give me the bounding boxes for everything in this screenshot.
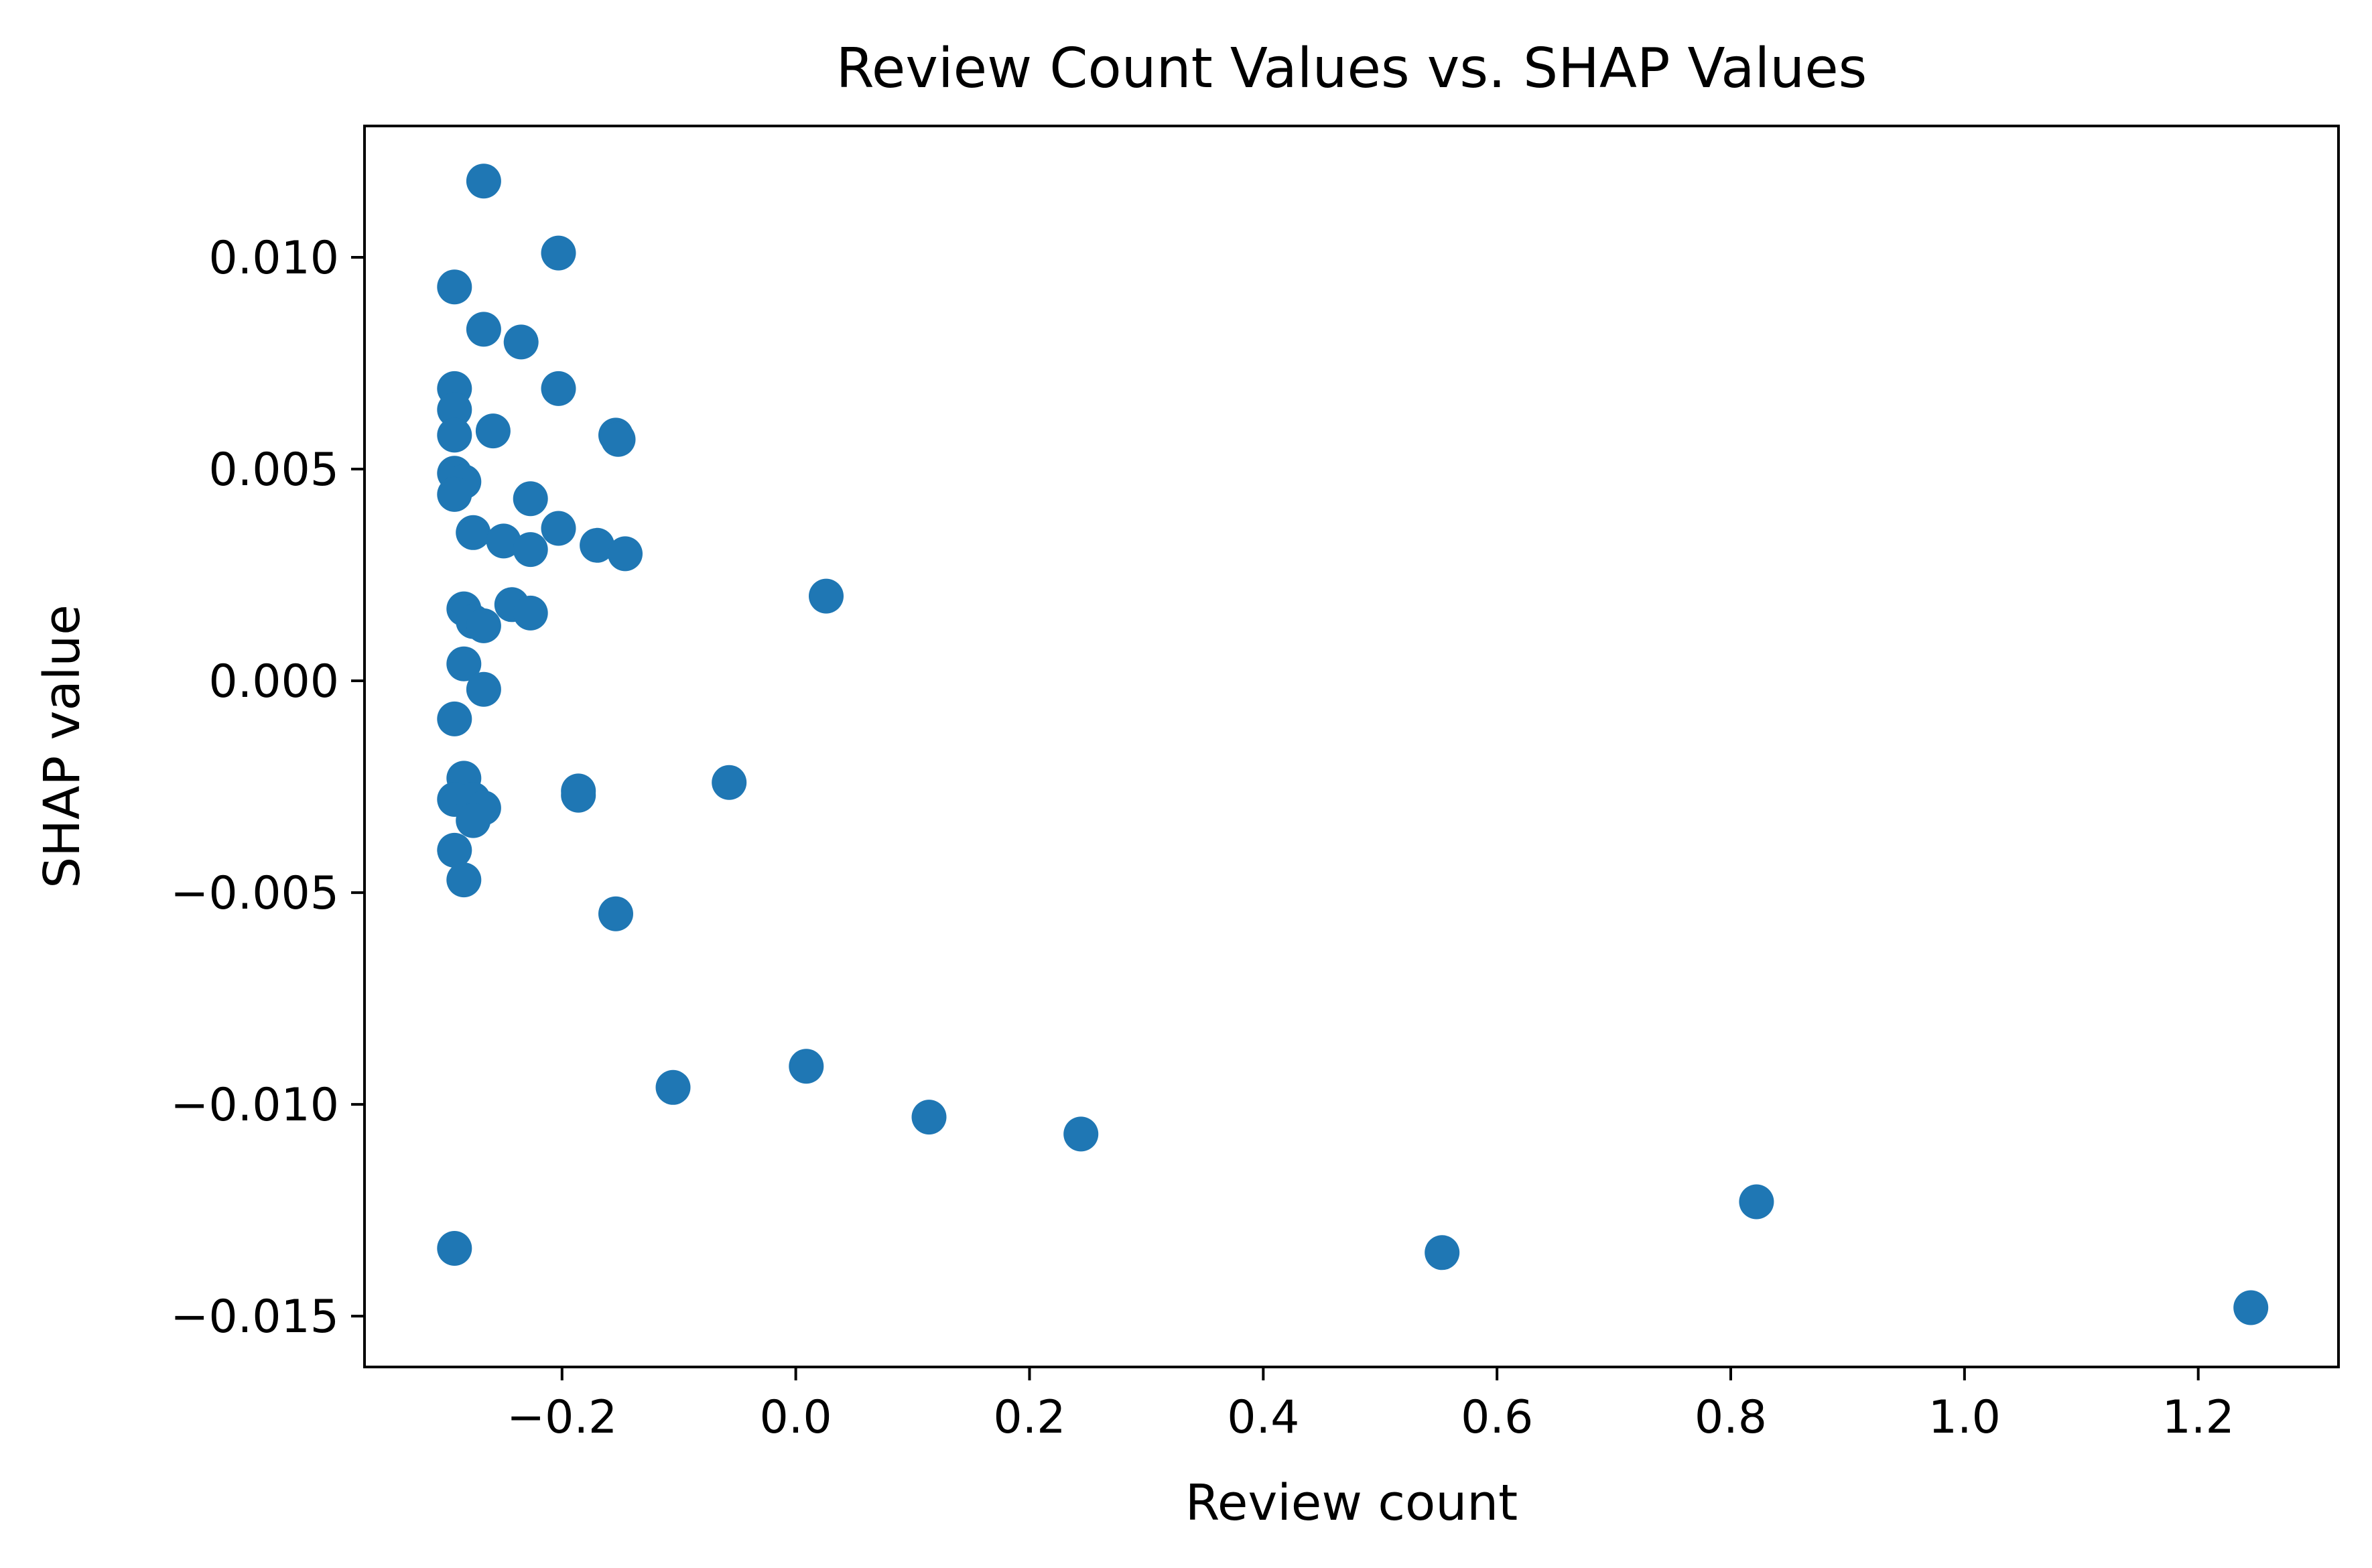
data-point-48: [1739, 1184, 1774, 1220]
data-point-39: [437, 832, 472, 868]
y-tick-label: 0.010: [208, 232, 339, 285]
data-point-41: [598, 896, 633, 931]
data-point-29: [466, 671, 501, 707]
data-point-28: [446, 646, 482, 681]
data-point-44: [911, 1100, 947, 1135]
data-point-16: [456, 515, 491, 550]
data-point-45: [1063, 1116, 1099, 1152]
data-point-46: [437, 1231, 472, 1266]
data-point-43: [789, 1049, 824, 1084]
x-tick-label: 0.8: [1695, 1391, 1767, 1444]
x-tick-label: 0.6: [1461, 1391, 1533, 1444]
data-point-1: [541, 235, 576, 271]
y-tick-label: −0.010: [170, 1079, 339, 1132]
plot-frame: [363, 125, 2340, 1368]
data-point-30: [437, 701, 472, 736]
y-tick-label: −0.005: [170, 867, 339, 920]
data-point-14: [437, 476, 472, 512]
data-point-49: [2233, 1290, 2269, 1325]
x-tick-label: 1.0: [1928, 1391, 2001, 1444]
data-point-47: [1425, 1235, 1460, 1270]
x-tick-label: 0.0: [760, 1391, 832, 1444]
data-point-35: [456, 803, 491, 838]
data-point-19: [513, 532, 548, 568]
data-point-3: [466, 312, 501, 347]
y-tick-label: 0.000: [208, 655, 339, 708]
data-points: [437, 164, 2269, 1325]
y-tick-label: 0.005: [208, 444, 339, 497]
data-point-37: [561, 777, 596, 813]
data-point-2: [437, 269, 472, 305]
data-point-18: [486, 523, 521, 559]
x-tick-label: 0.4: [1227, 1391, 1299, 1444]
data-point-22: [809, 578, 844, 614]
data-point-17: [541, 511, 576, 546]
data-point-38: [712, 765, 747, 800]
y-axis: −0.015 −0.010 −0.005 0.000 0.005 0.010: [170, 232, 365, 1344]
x-axis-label: Review count: [1185, 1474, 1518, 1532]
chart-title: Review Count Values vs. SHAP Values: [836, 37, 1867, 101]
data-point-0: [466, 164, 501, 199]
x-tick-label: −0.2: [507, 1391, 617, 1444]
data-point-8: [475, 413, 511, 449]
y-axis-label: SHAP value: [34, 604, 91, 889]
data-point-20: [580, 527, 615, 563]
data-point-21: [608, 536, 643, 572]
x-axis: −0.2 0.0 0.2 0.4 0.6 0.8 1.0 1.2: [507, 1367, 2235, 1444]
data-point-7: [437, 392, 472, 428]
data-point-15: [513, 481, 548, 517]
x-tick-label: 1.2: [2162, 1391, 2235, 1444]
data-point-40: [446, 862, 482, 898]
data-point-42: [655, 1069, 691, 1105]
data-point-27: [466, 608, 501, 643]
data-point-9: [437, 417, 472, 453]
data-point-6: [541, 371, 576, 406]
y-tick-label: −0.015: [170, 1291, 339, 1344]
data-point-11: [600, 421, 636, 457]
x-tick-label: 0.2: [993, 1391, 1065, 1444]
data-point-25: [513, 595, 548, 631]
data-point-4: [503, 324, 539, 360]
